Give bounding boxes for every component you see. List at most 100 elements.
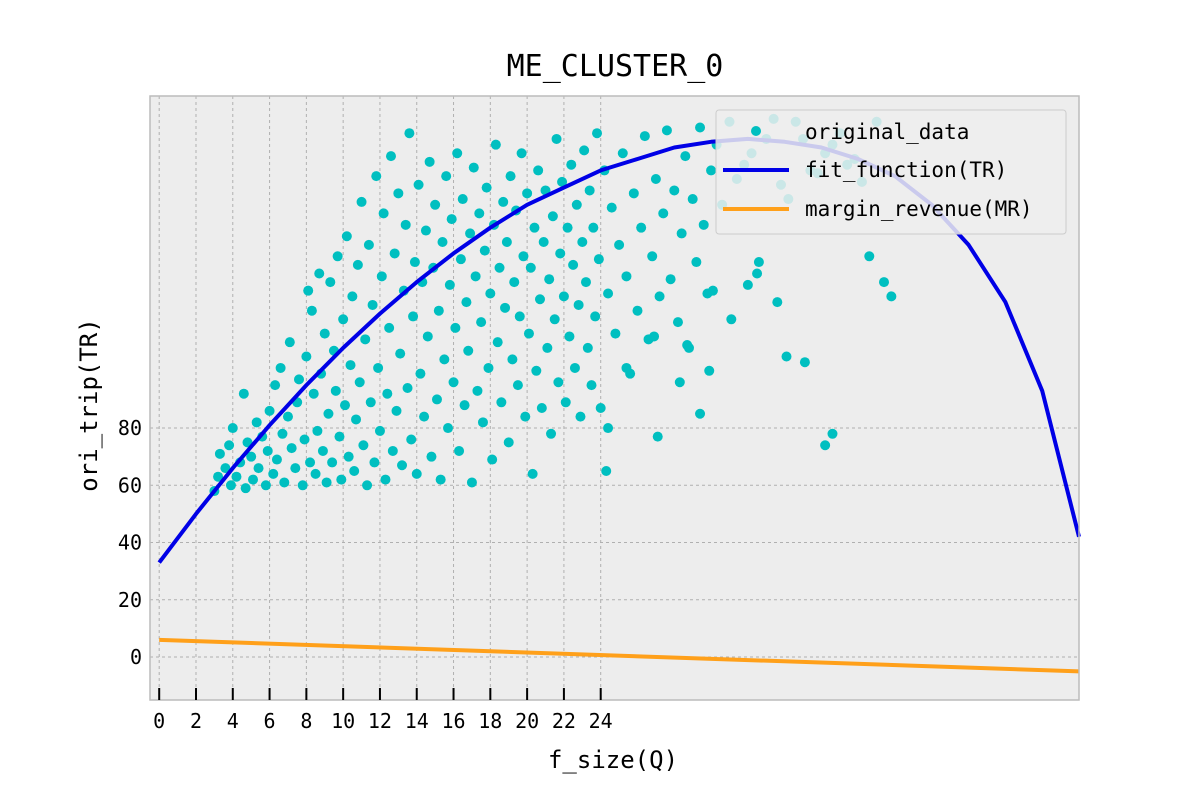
data-point bbox=[277, 428, 288, 439]
data-point bbox=[536, 403, 547, 414]
data-point bbox=[531, 365, 542, 376]
data-point bbox=[260, 480, 271, 491]
data-point bbox=[669, 185, 680, 196]
data-point bbox=[369, 457, 380, 468]
data-point bbox=[380, 474, 391, 485]
data-point bbox=[546, 428, 557, 439]
data-point bbox=[652, 431, 663, 442]
data-point bbox=[577, 236, 588, 247]
data-point bbox=[553, 377, 564, 388]
data-point bbox=[501, 236, 512, 247]
data-point bbox=[297, 480, 308, 491]
data-point bbox=[224, 440, 235, 451]
data-point bbox=[505, 171, 516, 182]
data-point bbox=[457, 194, 468, 205]
x-tick-label: 16 bbox=[441, 709, 465, 733]
data-point bbox=[564, 331, 575, 342]
x-tick-label: 4 bbox=[227, 709, 239, 733]
data-point bbox=[253, 463, 264, 474]
data-point bbox=[271, 454, 282, 465]
data-point bbox=[356, 196, 367, 207]
data-point bbox=[827, 428, 838, 439]
data-point bbox=[593, 254, 604, 265]
data-point bbox=[314, 268, 325, 279]
data-point bbox=[514, 311, 525, 322]
data-point bbox=[306, 305, 317, 316]
data-point bbox=[321, 477, 332, 488]
data-point bbox=[437, 236, 448, 247]
data-point bbox=[579, 145, 590, 156]
data-point bbox=[275, 362, 286, 373]
data-point bbox=[520, 411, 531, 422]
data-point bbox=[490, 139, 501, 150]
data-point bbox=[441, 171, 452, 182]
data-point bbox=[439, 354, 450, 365]
data-point bbox=[752, 268, 763, 279]
data-point bbox=[886, 291, 897, 302]
data-point bbox=[220, 463, 231, 474]
data-point bbox=[753, 257, 764, 268]
data-point bbox=[647, 251, 658, 262]
data-point bbox=[562, 222, 573, 233]
x-tick-label: 24 bbox=[589, 709, 613, 733]
data-point bbox=[339, 400, 350, 411]
data-point bbox=[580, 277, 591, 288]
margin-revenue-line bbox=[159, 637, 1080, 674]
data-point bbox=[264, 405, 275, 416]
data-point bbox=[555, 248, 566, 259]
data-point bbox=[362, 480, 373, 491]
data-point bbox=[516, 148, 527, 159]
data-point bbox=[658, 208, 669, 219]
data-point bbox=[422, 331, 433, 342]
x-tick-label: 6 bbox=[264, 709, 276, 733]
data-point bbox=[352, 259, 363, 270]
data-point bbox=[496, 397, 507, 408]
data-point bbox=[411, 468, 422, 479]
data-point bbox=[387, 445, 398, 456]
data-point bbox=[282, 411, 293, 422]
data-point bbox=[349, 465, 360, 476]
data-point bbox=[864, 251, 875, 262]
data-point bbox=[446, 214, 457, 225]
data-point bbox=[582, 342, 593, 353]
data-point bbox=[463, 345, 474, 356]
data-point bbox=[544, 274, 555, 285]
data-point bbox=[393, 188, 404, 199]
data-point bbox=[698, 219, 709, 230]
data-point bbox=[704, 365, 715, 376]
data-point bbox=[672, 317, 683, 328]
data-point bbox=[680, 151, 691, 162]
data-point bbox=[242, 437, 253, 448]
data-point bbox=[268, 468, 279, 479]
data-point bbox=[400, 219, 411, 230]
data-point bbox=[213, 471, 224, 482]
x-tick-label: 18 bbox=[478, 709, 502, 733]
data-point bbox=[465, 228, 476, 239]
data-point bbox=[639, 131, 650, 142]
data-point bbox=[384, 322, 395, 333]
data-point bbox=[586, 380, 597, 391]
data-point bbox=[406, 434, 417, 445]
data-point bbox=[687, 194, 698, 205]
data-point bbox=[549, 314, 560, 325]
data-point bbox=[376, 271, 387, 282]
legend-box bbox=[715, 109, 1067, 235]
data-point bbox=[363, 239, 374, 250]
data-point bbox=[649, 331, 660, 342]
data-point bbox=[772, 297, 783, 308]
data-point bbox=[584, 185, 595, 196]
data-point bbox=[569, 362, 580, 373]
y-tick-label: 0 bbox=[130, 645, 142, 669]
x-tick-label: 12 bbox=[368, 709, 392, 733]
data-point bbox=[444, 279, 455, 290]
data-point bbox=[503, 437, 514, 448]
legend-label-fit-function: fit_function(TR) bbox=[805, 158, 1007, 182]
y-tick-label: 40 bbox=[118, 531, 142, 555]
data-point bbox=[682, 340, 693, 351]
data-point bbox=[476, 317, 487, 328]
data-point bbox=[409, 257, 420, 268]
legend-label-margin-revenue: margin_revenue(MR) bbox=[805, 197, 1033, 221]
data-point bbox=[509, 277, 520, 288]
data-point bbox=[270, 380, 281, 391]
y-tick-label: 20 bbox=[118, 588, 142, 612]
